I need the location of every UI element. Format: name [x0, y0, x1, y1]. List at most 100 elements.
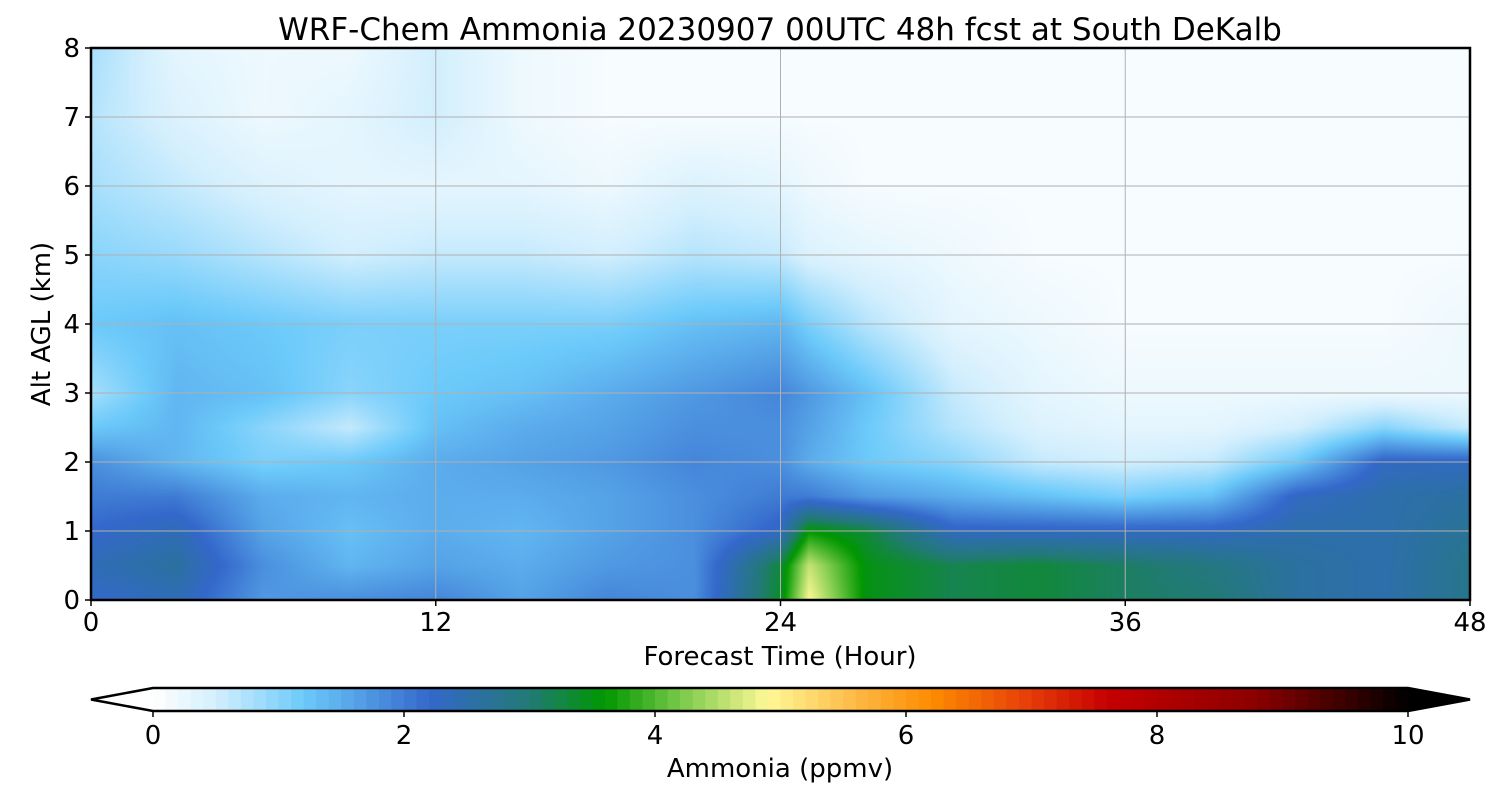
- colorbar-segment: [667, 688, 681, 711]
- colorbar-segment: [793, 688, 807, 711]
- colorbar-segment: [855, 688, 869, 711]
- colorbar-segment: [918, 688, 932, 711]
- colorbar-segment: [316, 688, 330, 711]
- colorbar-segment: [265, 688, 280, 711]
- colorbar-segment: [981, 688, 995, 711]
- colorbar-segment: [1119, 688, 1133, 711]
- colorbar-segment: [215, 688, 229, 711]
- colorbar-segment: [655, 688, 669, 711]
- y-tick-label: 1: [63, 517, 80, 547]
- colorbar-segment: [1395, 688, 1409, 711]
- colorbar-segment: [1194, 688, 1208, 711]
- colorbar-segment: [341, 688, 355, 711]
- colorbar-segment: [692, 688, 706, 711]
- colorbar-segment: [542, 688, 556, 711]
- plot-area: [89, 46, 1472, 602]
- colorbar-segments: [91, 688, 1470, 711]
- colorbar-segment: [1031, 688, 1045, 711]
- colorbar-segment: [454, 688, 468, 711]
- colorbar-segment: [1282, 688, 1296, 711]
- colorbar-segment: [466, 688, 480, 711]
- colorbar-tick-label: 8: [1149, 721, 1166, 751]
- colorbar-segment: [554, 688, 568, 711]
- colorbar-segment: [165, 688, 179, 711]
- colorbar-tick-label: 2: [396, 721, 413, 751]
- colorbar-segment: [1257, 688, 1271, 711]
- colorbar-segment: [1069, 688, 1083, 711]
- colorbar-segment: [579, 688, 593, 711]
- colorbar-segment: [378, 688, 393, 711]
- y-tick-label: 5: [63, 241, 80, 271]
- colorbar-segment: [629, 688, 644, 711]
- y-tick-label: 2: [63, 448, 80, 478]
- colorbar-segment: [1044, 688, 1058, 711]
- colorbar-segment: [504, 688, 518, 711]
- colorbar-segment: [680, 688, 694, 711]
- colorbar-segment: [1320, 688, 1334, 711]
- colorbar-segment: [567, 688, 581, 711]
- y-tick-label: 8: [63, 34, 80, 64]
- colorbar-segment: [1295, 688, 1309, 711]
- colorbar-tick-label: 6: [898, 721, 915, 751]
- colorbar-segment: [404, 688, 418, 711]
- y-tick-label: 7: [63, 103, 80, 133]
- colorbar-extend-min: [91, 688, 154, 711]
- colorbar-segment: [717, 688, 731, 711]
- colorbar-segment: [943, 688, 957, 711]
- colorbar-segment: [968, 688, 982, 711]
- colorbar-segment: [1169, 688, 1183, 711]
- colorbar-segment: [1370, 688, 1384, 711]
- colorbar-segment: [1382, 688, 1397, 711]
- colorbar-segment: [1106, 688, 1120, 711]
- colorbar: 0 2 4 6 8 10 Ammonia (ppmv): [90, 686, 1471, 784]
- y-tick-label: 4: [63, 310, 80, 340]
- colorbar-segment: [931, 688, 945, 711]
- colorbar-label: Ammonia (ppmv): [667, 754, 893, 784]
- colorbar-segment: [190, 688, 204, 711]
- y-axis-label: Alt AGL (km): [27, 242, 57, 406]
- colorbar-segment: [880, 688, 895, 711]
- colorbar-segment: [642, 688, 656, 711]
- y-tick-label: 3: [63, 379, 80, 409]
- colorbar-segment: [1345, 688, 1359, 711]
- colorbar-segment: [730, 688, 744, 711]
- colorbar-segment: [353, 688, 367, 711]
- colorbar-segment: [893, 688, 907, 711]
- colorbar-segment: [203, 688, 217, 711]
- colorbar-segment: [830, 688, 844, 711]
- colorbar-segment: [1018, 688, 1033, 711]
- colorbar-segment: [303, 688, 317, 711]
- colorbar-segment: [429, 688, 443, 711]
- colorbar-segment: [1269, 688, 1284, 711]
- x-tick-label: 24: [764, 608, 797, 638]
- colorbar-tick-label: 0: [145, 721, 162, 751]
- colorbar-segment: [178, 688, 192, 711]
- colorbar-segment: [491, 688, 505, 711]
- colorbar-segment: [516, 688, 531, 711]
- grid-lines: [91, 48, 1470, 600]
- colorbar-ticks: 0 2 4 6 8 10: [145, 711, 1425, 751]
- colorbar-segment: [1307, 688, 1321, 711]
- colorbar-segment: [767, 688, 782, 711]
- colorbar-segment: [1244, 688, 1258, 711]
- colorbar-segment: [366, 688, 380, 711]
- x-axis-ticks: 0 12 24 36 48: [83, 600, 1487, 638]
- chart-title: WRF-Chem Ammonia 20230907 00UTC 48h fcst…: [278, 12, 1282, 48]
- colorbar-segment: [1081, 688, 1095, 711]
- colorbar-segment: [705, 688, 719, 711]
- y-axis-ticks: 0 1 2 3 4 5 6 7 8: [63, 34, 91, 616]
- colorbar-segment: [240, 688, 254, 711]
- colorbar-segment: [278, 688, 292, 711]
- colorbar-tick-label: 4: [647, 721, 664, 751]
- colorbar-tick-label: 10: [1391, 721, 1424, 751]
- colorbar-segment: [906, 688, 920, 711]
- x-tick-label: 36: [1109, 608, 1142, 638]
- colorbar-segment: [1182, 688, 1196, 711]
- y-tick-label: 6: [63, 172, 80, 202]
- colorbar-segment: [617, 688, 631, 711]
- y-tick-label: 0: [63, 586, 80, 616]
- colorbar-segment: [1357, 688, 1371, 711]
- colorbar-segment: [1232, 688, 1246, 711]
- colorbar-extend-max: [1407, 688, 1470, 711]
